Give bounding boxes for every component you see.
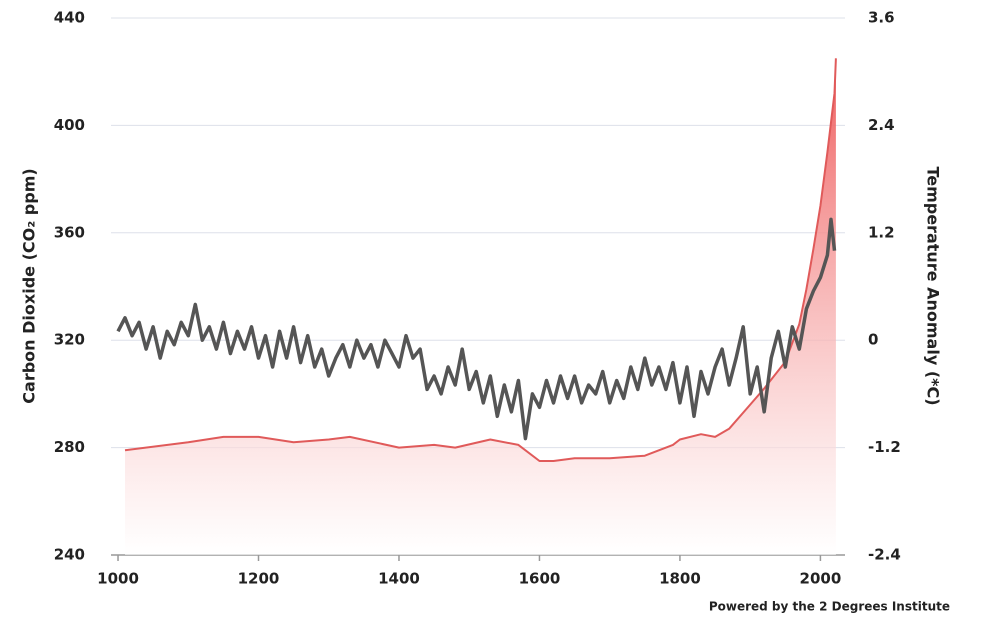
y-tick-label: 240 xyxy=(54,546,85,564)
y-tick-label: 440 xyxy=(54,9,85,27)
y2-tick-label: -1.2 xyxy=(868,438,901,456)
x-tick-label: 1800 xyxy=(659,570,701,588)
footer: Powered by the 2 Degrees Institute xyxy=(709,600,950,614)
line xyxy=(116,217,837,441)
y-axis-label: Carbon Dioxide (CO₂ ppm) xyxy=(20,168,39,403)
y2-tick-label: 3.6 xyxy=(868,9,895,27)
y2-tick-label: -2.4 xyxy=(868,546,901,564)
y-tick-label: 320 xyxy=(54,331,85,349)
x-tick-label: 2000 xyxy=(800,570,842,588)
y-tick-label: 360 xyxy=(54,223,85,241)
line xyxy=(124,58,837,462)
y2-tick-label: 1.2 xyxy=(868,223,895,241)
x-tick-label: 1400 xyxy=(378,570,420,588)
area xyxy=(125,58,836,556)
y2-tick-label: 0 xyxy=(868,331,878,349)
y2-axis-label: Temperature Anomaly (*C) xyxy=(924,166,943,405)
x-tick-label: 1200 xyxy=(238,570,280,588)
x-tick-label: 1000 xyxy=(97,570,139,588)
y-tick-label: 400 xyxy=(54,116,85,134)
y2-tick-label: 2.4 xyxy=(868,116,895,134)
x-tick-label: 1600 xyxy=(519,570,561,588)
y-tick-label: 280 xyxy=(54,438,85,456)
